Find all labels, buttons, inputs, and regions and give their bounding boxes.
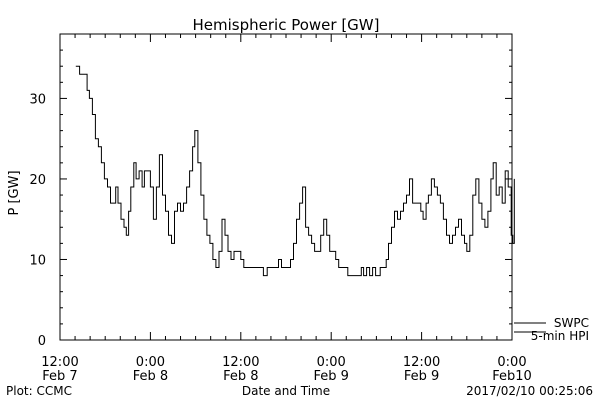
x-tick-time-label: 12:00 xyxy=(403,355,440,370)
y-tick-label: 10 xyxy=(29,253,46,268)
x-tick-date-label: Feb10 xyxy=(492,369,532,384)
footer-credit: Plot: CCMC xyxy=(6,384,72,398)
x-tick-date-label: Feb 7 xyxy=(42,369,77,384)
series-line-hpi xyxy=(75,65,515,277)
y-tick-label: 30 xyxy=(29,92,46,107)
y-axis-label: P [GW] xyxy=(7,170,22,215)
x-tick-time-label: 0:00 xyxy=(497,355,526,370)
x-tick-date-label: Feb 9 xyxy=(313,369,348,384)
legend-label-swpc: SWPC xyxy=(554,316,589,330)
plot-frame xyxy=(59,33,513,341)
x-tick-time-label: 0:00 xyxy=(317,355,346,370)
y-tick-label: 0 xyxy=(38,334,46,349)
y-axis-ticks: 0 10 20 30 xyxy=(29,33,512,349)
legend-label-hpi: 5-min HPI xyxy=(531,329,589,343)
x-tick-date-label: Feb 8 xyxy=(223,369,258,384)
footer-timestamp: 2017/02/10 00:25:06 xyxy=(466,384,593,398)
x-tick-time-label: 0:00 xyxy=(136,355,165,370)
series-layer xyxy=(75,65,515,277)
x-tick-time-label: 12:00 xyxy=(41,355,78,370)
y-tick-label: 20 xyxy=(29,173,46,188)
x-tick-time-label: 12:00 xyxy=(222,355,259,370)
x-tick-date-label: Feb 8 xyxy=(133,369,168,384)
x-tick-date-label: Feb 9 xyxy=(404,369,439,384)
chart-title: Hemispheric Power [GW] xyxy=(193,16,380,34)
x-axis-label: Date and Time xyxy=(242,384,330,398)
